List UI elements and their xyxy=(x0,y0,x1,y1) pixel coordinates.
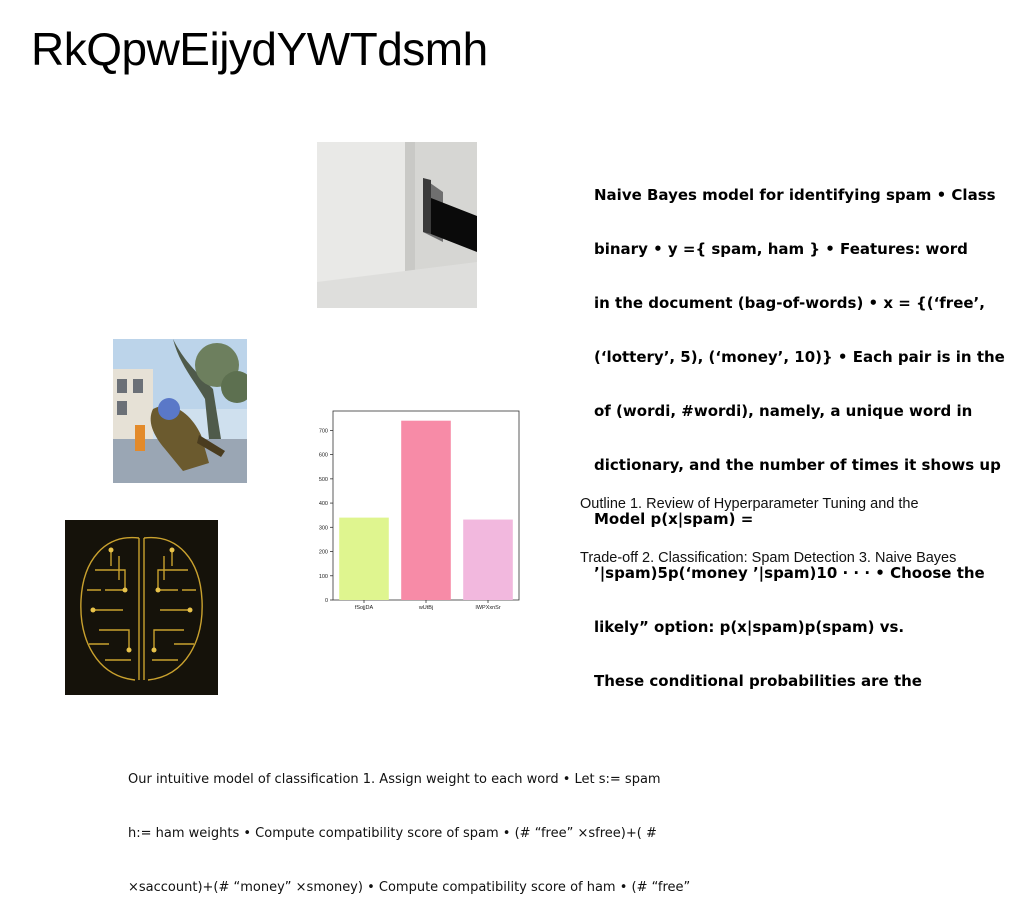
text-line: ×saccount)+(# “money” ×smoney) • Compute… xyxy=(128,880,691,895)
y-tick-label: 500 xyxy=(319,477,328,483)
bar xyxy=(463,519,513,600)
text-line: Naive Bayes model for identifying spam •… xyxy=(594,186,996,204)
text-line: binary • y ={ spam, ham } • Features: wo… xyxy=(594,240,968,258)
bar xyxy=(339,517,389,600)
outline-text-block: Outline 1. Review of Hyperparameter Tuni… xyxy=(580,459,1020,585)
y-tick-label: 0 xyxy=(325,598,328,604)
text-line: Outline 1. Review of Hyperparameter Tuni… xyxy=(580,496,919,512)
text-line: h:= ham weights • Compute compatibility … xyxy=(128,826,657,841)
text-line: ’|spam)5p(‘money ’|spam)10 · · · • Choos… xyxy=(594,564,985,582)
bar xyxy=(401,420,451,600)
slide-title: RkQpwEijydYWTdsmh xyxy=(31,23,488,75)
text-line: These conditional probabilities are the xyxy=(594,672,922,690)
text-line: dictionary, and the number of times it s… xyxy=(594,456,1001,474)
text-line: Our intuitive model of classification 1.… xyxy=(128,772,661,787)
y-tick-label: 200 xyxy=(319,550,328,556)
text-line: (‘lottery’, 5), (‘money’, 10)} • Each pa… xyxy=(594,348,1005,366)
text-line: likely” option: p(x|spam)p(spam) vs. xyxy=(594,618,905,636)
naive-bayes-text-block: Naive Bayes model for identifying spam •… xyxy=(594,150,1024,708)
y-tick-label: 100 xyxy=(319,574,328,580)
bar-chart-svg: 0 100 200 300 400 500 600 700 fSojjDA wUtBj IWPXxn… xyxy=(319,410,520,611)
text-line: Trade-off 2. Classification: Spam Detect… xyxy=(580,550,957,566)
street-photo xyxy=(113,339,247,483)
y-tick-label: 400 xyxy=(319,501,328,507)
circuit-brain-image xyxy=(65,520,218,695)
text-line: in the document (bag-of-words) • x = {(‘… xyxy=(594,294,985,312)
y-tick-label: 600 xyxy=(319,453,328,459)
x-tick-label: fSojjDA xyxy=(355,605,374,611)
text-line: of (wordi, #wordi), namely, a unique wor… xyxy=(594,402,973,420)
x-tick-label: wUtBj xyxy=(418,605,433,611)
x-tick-label: IWPXxnSr xyxy=(475,605,501,611)
text-line: Model p(x|spam) = xyxy=(594,510,754,528)
y-tick-label: 700 xyxy=(319,428,328,434)
bar-chart: 0 100 200 300 400 500 600 700 fSojjDA wUtBj IWPXxn… xyxy=(316,404,524,612)
classification-text-block: Our intuitive model of classification 1.… xyxy=(128,735,748,915)
architecture-photo xyxy=(317,142,477,308)
y-tick-label: 300 xyxy=(319,525,328,531)
